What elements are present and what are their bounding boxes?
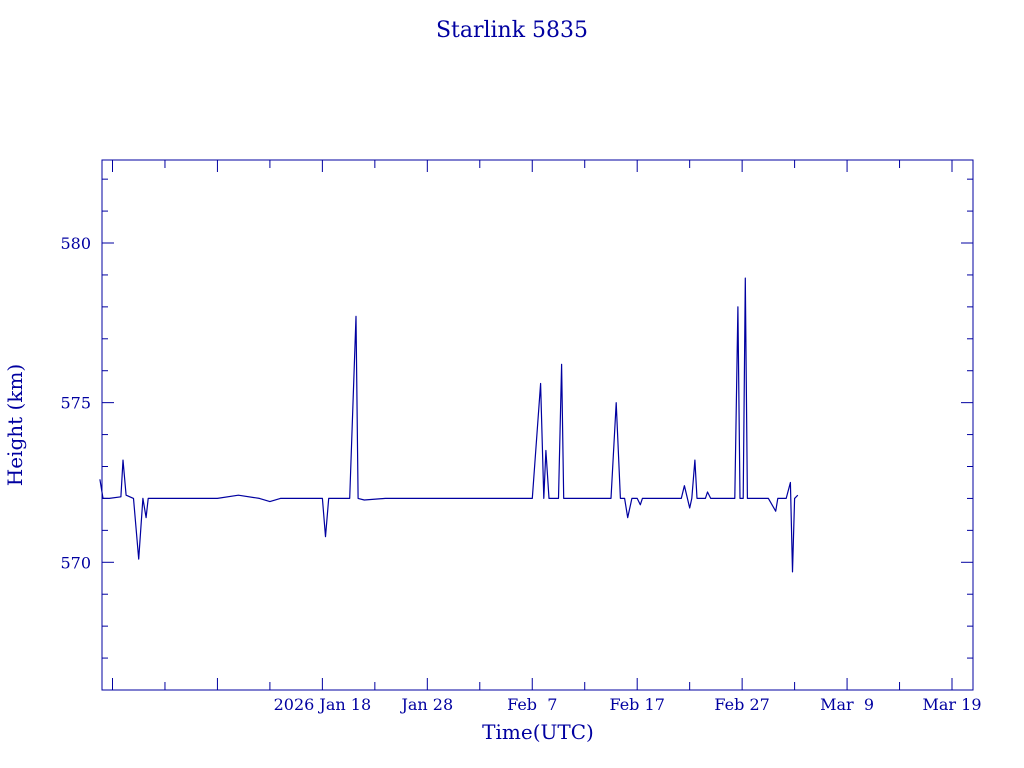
x-tick-label: Feb 17 — [609, 695, 664, 714]
x-tick-label: Feb 27 — [714, 695, 769, 714]
x-tick-label: 2026 Jan 18 — [274, 695, 372, 714]
y-axis-label: Height (km) — [3, 364, 27, 486]
x-tick-label: Mar 9 — [820, 695, 874, 714]
x-axis-label: Time(UTC) — [482, 720, 594, 744]
y-axis: 570 575 580 — [60, 179, 973, 690]
chart-title: Starlink 5835 — [436, 18, 588, 43]
y-tick-label: 570 — [60, 553, 91, 572]
x-tick-label: Mar 19 — [923, 695, 982, 714]
y-tick-label: 580 — [60, 234, 91, 253]
height-series-line — [100, 278, 798, 572]
x-tick-label: Jan 28 — [399, 695, 453, 714]
y-tick-label: 575 — [60, 394, 91, 413]
x-axis: 2026 Jan 18 Jan 28 Feb 7 Feb 17 Feb 27 Mar 9 M… — [112, 160, 1024, 714]
x-tick-label: Feb 7 — [507, 695, 557, 714]
